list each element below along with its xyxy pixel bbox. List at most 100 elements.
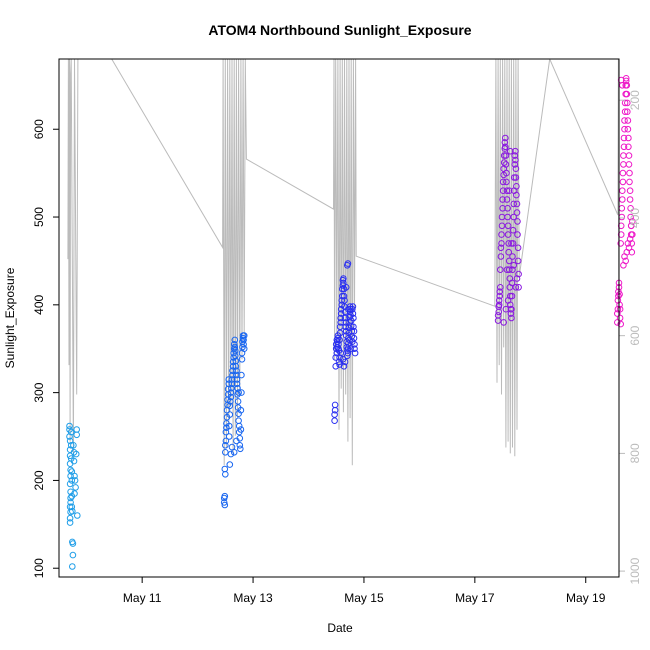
data-point: [617, 222, 625, 230]
data-point: [222, 437, 230, 445]
data-point: [331, 417, 338, 425]
data-point: [513, 183, 520, 190]
data-point: [225, 376, 232, 383]
y-tick-label: 100: [32, 558, 46, 578]
data-point: [340, 292, 348, 300]
data-point: [617, 76, 625, 84]
data-point: [615, 292, 622, 300]
data-point: [72, 484, 79, 491]
y-tick-label: 200: [32, 470, 46, 490]
data-point: [505, 248, 513, 256]
data-point: [240, 336, 247, 344]
data-point: [624, 108, 631, 115]
data-point: [73, 431, 80, 439]
data-point: [336, 336, 343, 344]
data-point: [616, 301, 623, 309]
data-point: [69, 540, 77, 547]
data-point: [622, 77, 630, 85]
data-point: [616, 314, 624, 322]
data-point: [512, 156, 519, 164]
data-point: [614, 297, 622, 304]
data-point: [337, 314, 345, 322]
data-point: [616, 291, 623, 298]
data-point: [351, 345, 358, 353]
secondary-line: [67, 59, 619, 466]
data-point: [625, 244, 633, 252]
data-point: [619, 178, 627, 186]
data-point: [347, 345, 354, 353]
data-point: [503, 266, 511, 274]
data-point: [345, 305, 352, 313]
data-point: [221, 492, 229, 500]
data-point: [231, 336, 239, 344]
data-point: [619, 169, 627, 177]
data-point: [626, 187, 634, 194]
data-point: [502, 134, 509, 142]
data-point: [624, 99, 631, 107]
data-point: [513, 209, 521, 216]
data-point: [331, 401, 339, 409]
data-point: [226, 411, 234, 418]
data-point: [505, 257, 513, 265]
data-point: [349, 310, 357, 317]
data-point: [514, 231, 521, 238]
y2-tick-label: 400: [628, 208, 642, 228]
y2-tick-label: 1000: [628, 557, 642, 584]
data-point: [234, 384, 241, 392]
data-point: [233, 437, 240, 445]
data-point: [341, 314, 349, 322]
data-point: [229, 367, 236, 375]
data-point: [66, 514, 74, 522]
data-point: [240, 341, 247, 348]
data-point: [230, 354, 237, 361]
data-point: [508, 279, 516, 287]
data-point: [230, 449, 238, 456]
data-point: [350, 323, 357, 331]
data-point: [614, 305, 622, 313]
x-tick-label: May 19: [566, 591, 606, 605]
data-point: [512, 284, 520, 291]
data-point: [496, 292, 504, 300]
data-point: [504, 231, 512, 238]
data-point: [497, 244, 505, 252]
data-point: [502, 143, 509, 151]
x-tick-label: May 11: [123, 591, 162, 605]
y2-tick-label: 800: [628, 443, 642, 463]
data-point: [66, 480, 74, 488]
data-point: [336, 354, 343, 361]
data-point: [621, 108, 629, 115]
data-point: [240, 332, 248, 339]
data-point: [626, 178, 633, 186]
data-point: [510, 213, 518, 221]
data-point: [350, 327, 358, 335]
data-point: [626, 235, 634, 243]
data-point: [222, 428, 230, 436]
data-point: [503, 169, 510, 177]
series-2: [220, 332, 248, 509]
data-point: [237, 406, 245, 414]
data-point: [66, 519, 74, 526]
data-point: [503, 196, 511, 203]
data-point: [233, 367, 240, 375]
data-point: [72, 450, 80, 458]
data-point: [504, 205, 511, 212]
data-point: [512, 174, 520, 181]
series-5: [614, 75, 636, 328]
data-point: [497, 266, 504, 274]
data-point: [71, 490, 78, 497]
data-point: [221, 501, 229, 509]
data-point: [335, 341, 342, 348]
data-point: [351, 341, 358, 348]
data-point: [621, 125, 628, 133]
data-point: [623, 82, 631, 89]
data-point: [616, 305, 624, 313]
data-point: [627, 205, 634, 212]
series-4: [494, 134, 522, 326]
data-point: [496, 288, 504, 296]
data-point: [508, 240, 515, 247]
data-point: [344, 260, 352, 267]
data-point: [620, 262, 627, 269]
secondary-line-layer: [67, 59, 619, 466]
data-point: [340, 275, 347, 282]
data-point: [238, 371, 245, 379]
